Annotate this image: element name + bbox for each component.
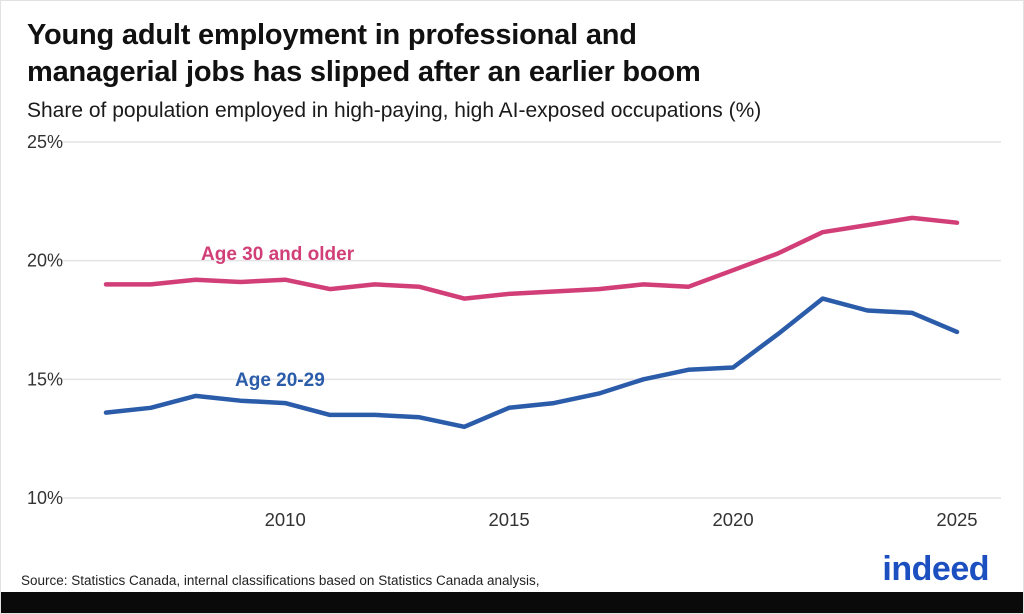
chart-title: Young adult employment in professional a…	[27, 19, 701, 88]
series-label-age-30-and-older: Age 30 and older	[201, 244, 355, 265]
x-tick-label: 2015	[489, 509, 530, 530]
y-tick-label: 20%	[27, 251, 63, 271]
bottom-bar	[1, 592, 1023, 613]
y-tick-label: 25%	[27, 132, 63, 152]
y-tick-label: 15%	[27, 369, 63, 389]
x-tick-label: 2020	[712, 509, 753, 530]
source-note: Source: Statistics Canada, internal clas…	[21, 573, 540, 588]
series-label-age-20-29: Age 20-29	[235, 370, 325, 391]
series-line-age-20-29	[103, 296, 960, 430]
chart-subtitle: Share of population employed in high-pay…	[27, 99, 762, 122]
indeed-logo: indeed	[882, 550, 989, 588]
y-tick-label: 10%	[27, 488, 63, 508]
x-tick-label: 2010	[265, 509, 306, 530]
x-tick-label: 2025	[936, 509, 977, 530]
series-line-age-30-and-older	[103, 215, 960, 301]
